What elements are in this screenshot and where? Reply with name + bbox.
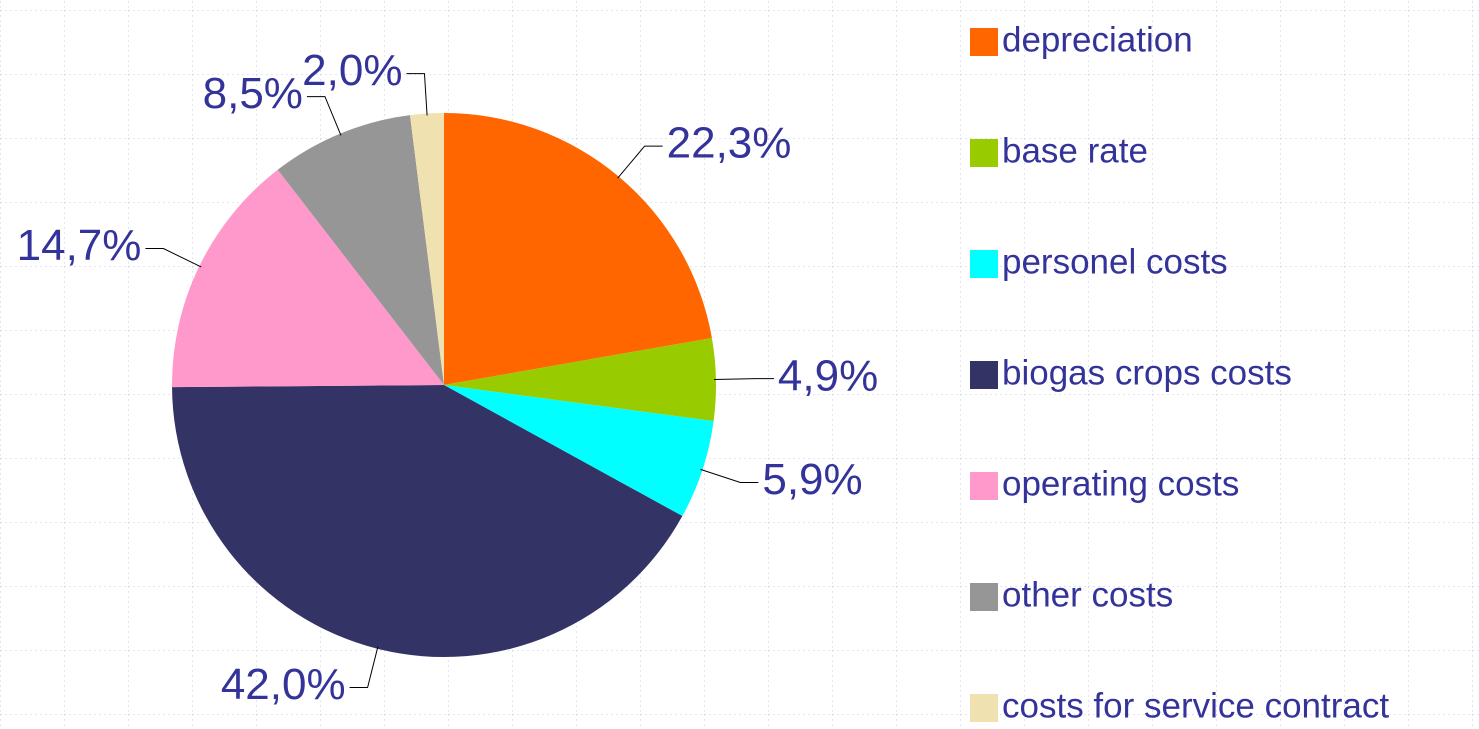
legend-swatch bbox=[970, 139, 998, 167]
legend-label: personel costs bbox=[1002, 242, 1228, 281]
data-label: 8,5% bbox=[203, 69, 303, 118]
data-label: 14,7% bbox=[17, 221, 142, 270]
legend-swatch bbox=[970, 28, 998, 56]
legend-label: base rate bbox=[1002, 131, 1148, 170]
legend-label: costs for service contract bbox=[1002, 686, 1389, 725]
legend-label: operating costs bbox=[1002, 464, 1239, 503]
leader-line bbox=[713, 378, 774, 381]
legend-swatch bbox=[970, 361, 998, 389]
leader-line bbox=[349, 646, 379, 688]
pie-slice bbox=[444, 337, 716, 422]
leader-line bbox=[700, 468, 759, 484]
legend-label: biogas crops costs bbox=[1002, 353, 1292, 392]
legend-swatch bbox=[970, 694, 998, 722]
legend-swatch bbox=[970, 583, 998, 611]
pie-slice bbox=[410, 113, 444, 385]
leader-line bbox=[145, 248, 202, 268]
leader-line bbox=[306, 96, 342, 136]
legend-label: depreciation bbox=[1002, 20, 1193, 59]
data-label: 22,3% bbox=[667, 119, 792, 168]
leader-line bbox=[406, 73, 428, 116]
legend-label: other costs bbox=[1002, 575, 1173, 614]
leader-line bbox=[617, 145, 663, 179]
data-label: 5,9% bbox=[762, 455, 862, 504]
pie-slice bbox=[172, 169, 445, 388]
pie-slice bbox=[277, 115, 444, 385]
legend-swatch bbox=[970, 472, 998, 500]
data-label: 42,0% bbox=[221, 660, 346, 709]
data-label: 4,9% bbox=[778, 351, 878, 400]
pie-slice bbox=[444, 385, 714, 517]
data-label: 2,0% bbox=[302, 46, 402, 95]
legend-swatch bbox=[970, 250, 998, 278]
pie-slice bbox=[172, 385, 683, 658]
pie-slice bbox=[444, 113, 712, 385]
